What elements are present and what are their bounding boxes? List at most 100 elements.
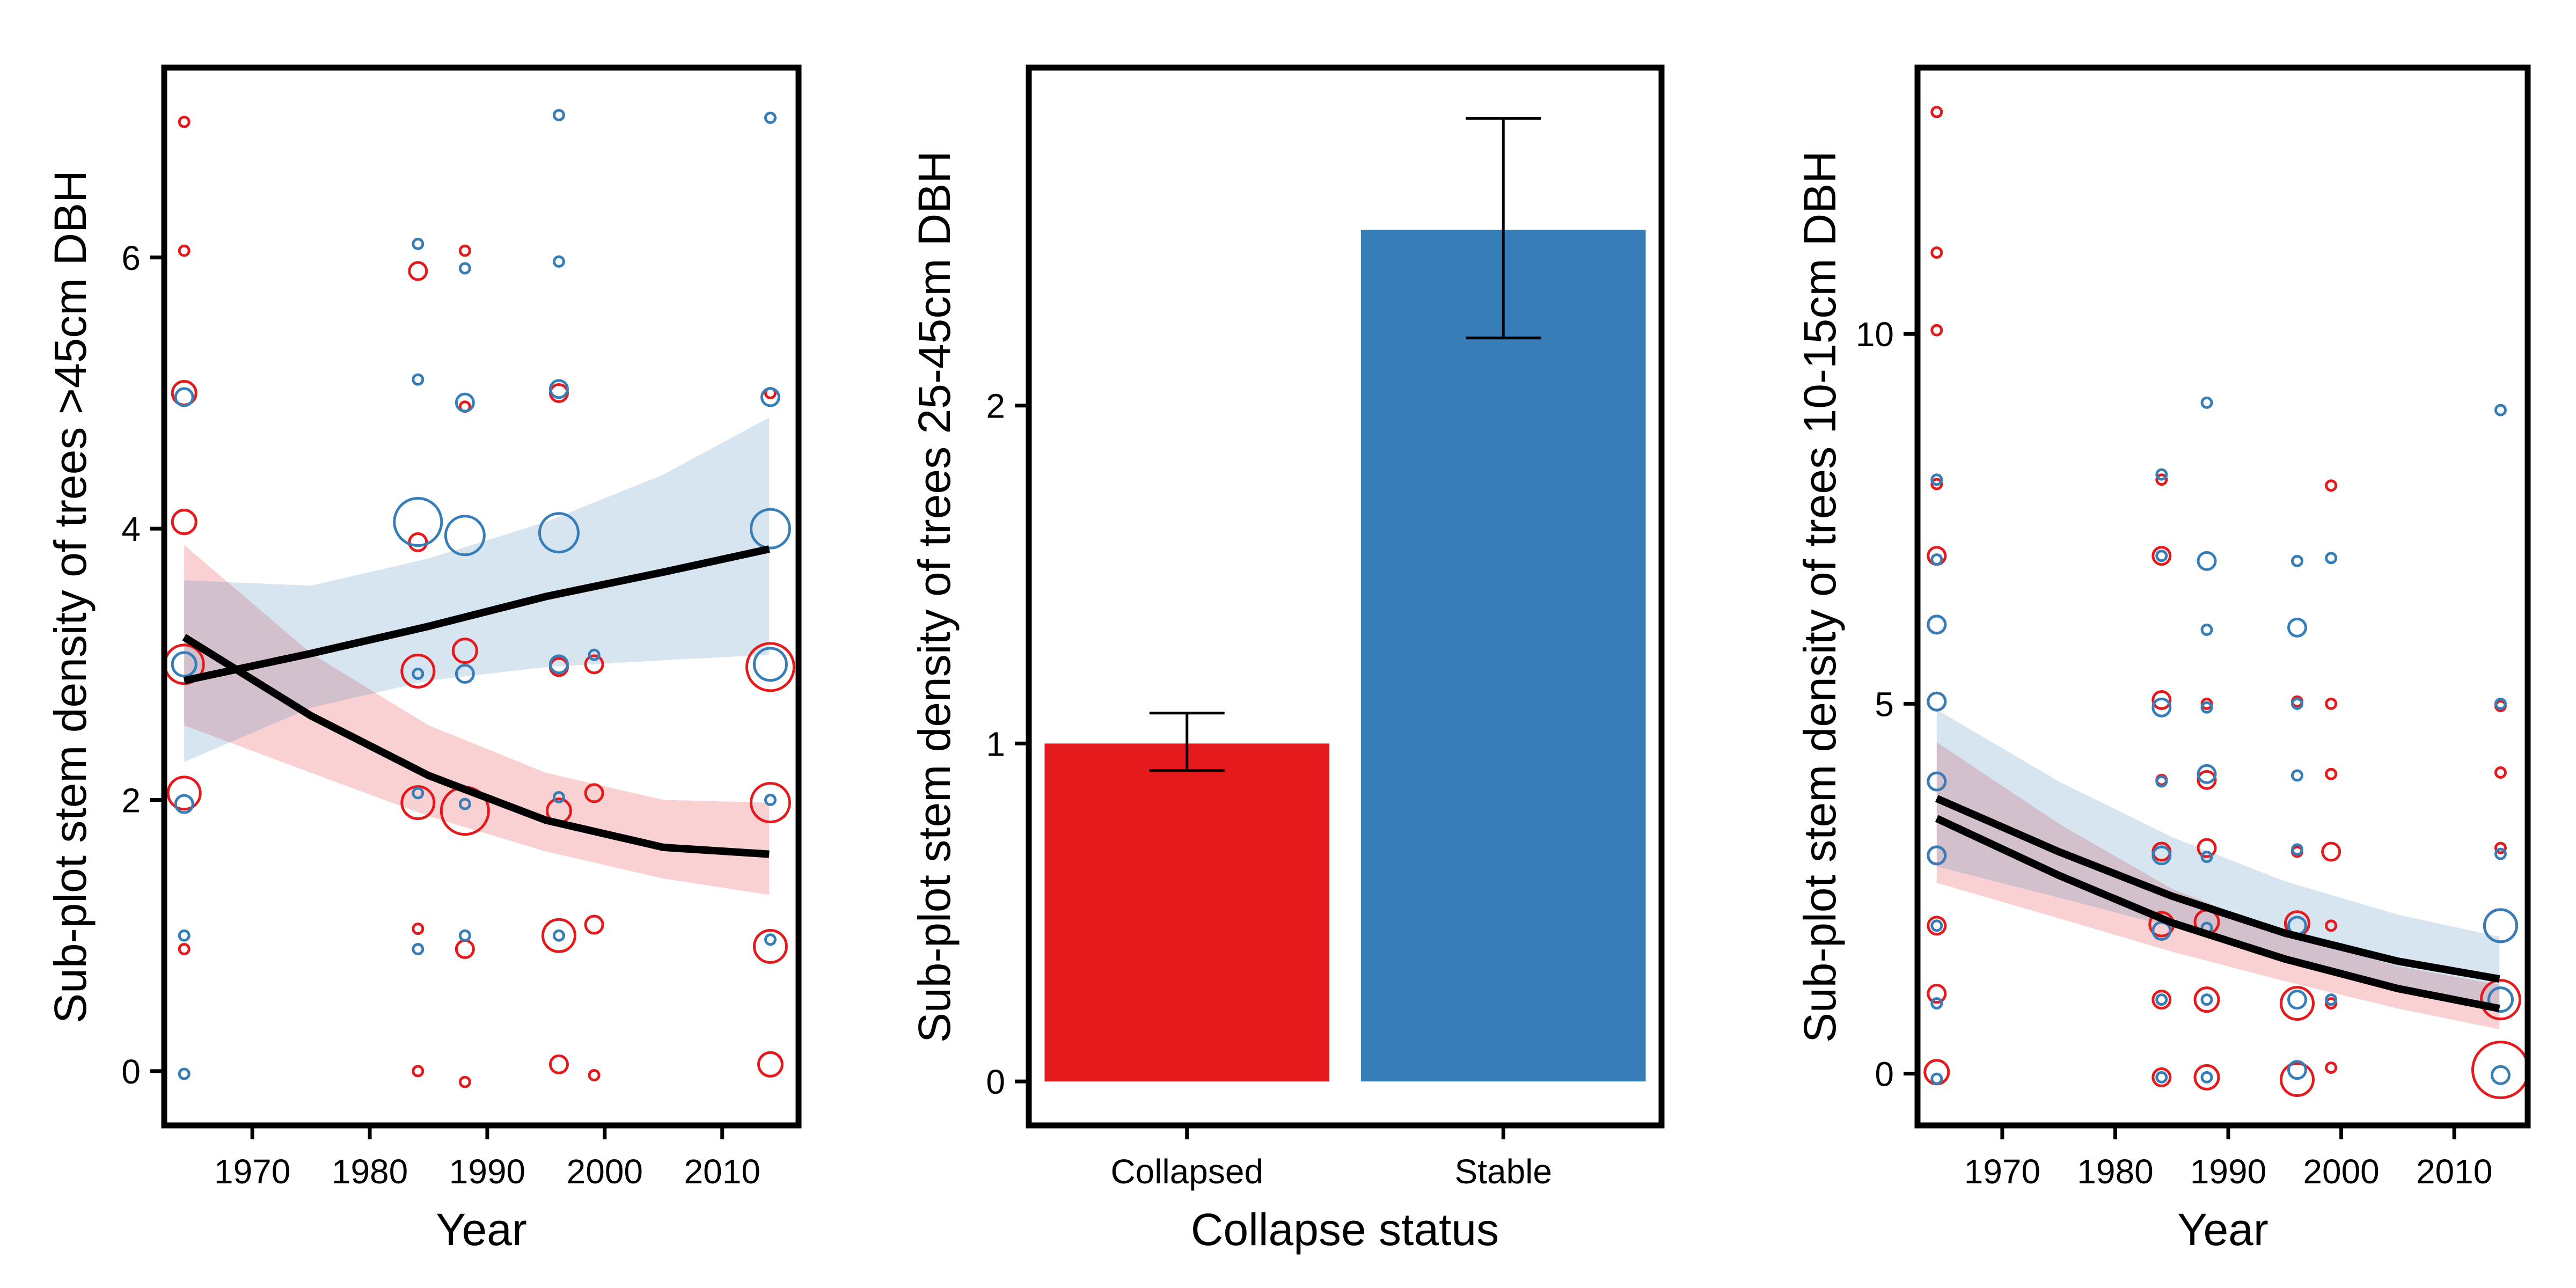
collapsed-point bbox=[745, 642, 795, 692]
y-axis-label: Sub-plot stem density of trees >45cm DBH bbox=[45, 170, 96, 1023]
stable-point bbox=[412, 668, 425, 680]
collapsed-point bbox=[757, 1051, 784, 1078]
collapsed-point bbox=[166, 775, 202, 811]
stable-trend-line bbox=[183, 545, 770, 685]
axes-frame bbox=[1914, 64, 2531, 1129]
collapsed-point bbox=[2151, 990, 2172, 1010]
stable-point bbox=[1930, 473, 1943, 486]
collapsed-point bbox=[2193, 1064, 2220, 1091]
x-axis-label: Year bbox=[2177, 1204, 2268, 1255]
collapsed-point bbox=[1930, 106, 1943, 119]
stable-point bbox=[2483, 908, 2518, 943]
collapsed-bar bbox=[1044, 743, 1330, 1082]
stable-point bbox=[2290, 843, 2303, 856]
stable-point bbox=[412, 373, 425, 386]
collapsed-point bbox=[2279, 1062, 2315, 1097]
y-tick-label: 1 bbox=[986, 724, 1005, 763]
collapsed-point bbox=[408, 261, 428, 281]
collapsed-point bbox=[400, 785, 436, 821]
stable-point bbox=[552, 108, 565, 121]
y-tick-label: 5 bbox=[1875, 685, 1894, 723]
x-tick-label: Collapsed bbox=[1110, 1152, 1263, 1191]
x-tick-label: 1980 bbox=[2077, 1152, 2153, 1191]
stable-point bbox=[455, 392, 475, 413]
stable-point bbox=[1930, 997, 1943, 1010]
stable-trend-line bbox=[1935, 795, 2500, 983]
collapsed-confidence-band bbox=[1936, 742, 2500, 1029]
stable-point bbox=[2490, 1065, 2511, 1085]
stable-point bbox=[2197, 551, 2217, 571]
stable-point bbox=[412, 787, 425, 800]
stable-point bbox=[2325, 993, 2338, 1006]
stable-point bbox=[178, 1067, 191, 1080]
plot-area bbox=[1044, 116, 1646, 1082]
stable-point bbox=[2200, 624, 2213, 636]
stable-point bbox=[760, 387, 780, 407]
stable-point bbox=[1927, 614, 1947, 635]
collapsed-point bbox=[749, 782, 791, 824]
collapsed-point bbox=[584, 783, 604, 803]
collapsed-point bbox=[1930, 478, 1943, 491]
stable-point bbox=[458, 797, 471, 810]
collapsed-point bbox=[2197, 770, 2217, 790]
y-tick-label: 0 bbox=[986, 1063, 1005, 1101]
axis-ticks: 0 1 2 Collapsed Stable bbox=[986, 387, 1552, 1191]
x-tick-label: 2010 bbox=[2416, 1152, 2492, 1191]
stable-point bbox=[2155, 468, 2168, 481]
collapsed-point bbox=[408, 532, 428, 552]
stable-point bbox=[2494, 847, 2507, 860]
axes-frame bbox=[1026, 64, 1665, 1129]
stable-point bbox=[458, 262, 471, 275]
stable-point bbox=[2151, 845, 2172, 866]
stable-point bbox=[2200, 701, 2213, 714]
collapsed-point bbox=[2279, 986, 2315, 1021]
stable-point bbox=[764, 933, 777, 946]
stable-point bbox=[2155, 993, 2168, 1006]
collapsed-point bbox=[412, 923, 425, 935]
collapsed-point bbox=[2494, 766, 2507, 779]
x-tick-label: Stable bbox=[1455, 1152, 1552, 1191]
stable-point bbox=[552, 791, 565, 803]
stable-point bbox=[1930, 1072, 1943, 1085]
stable-point bbox=[2287, 1060, 2307, 1080]
stable-point bbox=[2287, 990, 2307, 1010]
collapsed-point bbox=[2471, 1041, 2530, 1100]
stable-bar bbox=[1360, 230, 1646, 1082]
panel-large-trees: 0 2 4 6 1970 1980 1990 2000 2010 Year Sub-plot s… bbox=[45, 64, 802, 1255]
y-tick-label: 10 bbox=[1856, 315, 1894, 354]
collapsed-point bbox=[178, 943, 191, 955]
axes-frame bbox=[161, 64, 802, 1129]
stable-point bbox=[412, 238, 425, 250]
stable-point bbox=[444, 515, 486, 557]
collapsed-point bbox=[2151, 546, 2172, 566]
y-axis-label: Sub-plot stem density of trees 25-45cm D… bbox=[909, 151, 960, 1043]
collapsed-point bbox=[171, 509, 197, 536]
collapsed-trend-line bbox=[182, 634, 770, 858]
stable-point bbox=[2325, 552, 2338, 565]
x-axis-label: Year bbox=[436, 1204, 527, 1255]
x-axis-label: Collapse status bbox=[1191, 1204, 1499, 1255]
collapsed-point bbox=[1930, 324, 1943, 336]
collapsed-point bbox=[548, 1054, 569, 1074]
stable-point bbox=[2200, 396, 2213, 409]
collapsed-point bbox=[2494, 841, 2507, 854]
collapsed-point bbox=[2325, 479, 2338, 492]
collapsed-point bbox=[412, 1065, 425, 1078]
stable-point bbox=[538, 512, 580, 554]
stable-point bbox=[764, 111, 777, 124]
stable-point bbox=[2151, 697, 2172, 718]
stable-point bbox=[1930, 919, 1943, 932]
stable-point bbox=[1927, 691, 1947, 712]
collapsed-point bbox=[2325, 1061, 2338, 1074]
collapsed-point bbox=[2197, 838, 2217, 858]
plot-area bbox=[163, 108, 795, 1088]
y-tick-label: 2 bbox=[121, 781, 141, 820]
collapsed-point bbox=[584, 914, 604, 935]
collapsed-point bbox=[1927, 984, 1947, 1004]
stable-point bbox=[548, 379, 569, 399]
collapsed-point bbox=[541, 918, 576, 953]
stable-confidence-band bbox=[1936, 709, 2500, 1006]
collapsed-trend-line bbox=[1935, 815, 2500, 1013]
stable-point bbox=[393, 497, 443, 547]
